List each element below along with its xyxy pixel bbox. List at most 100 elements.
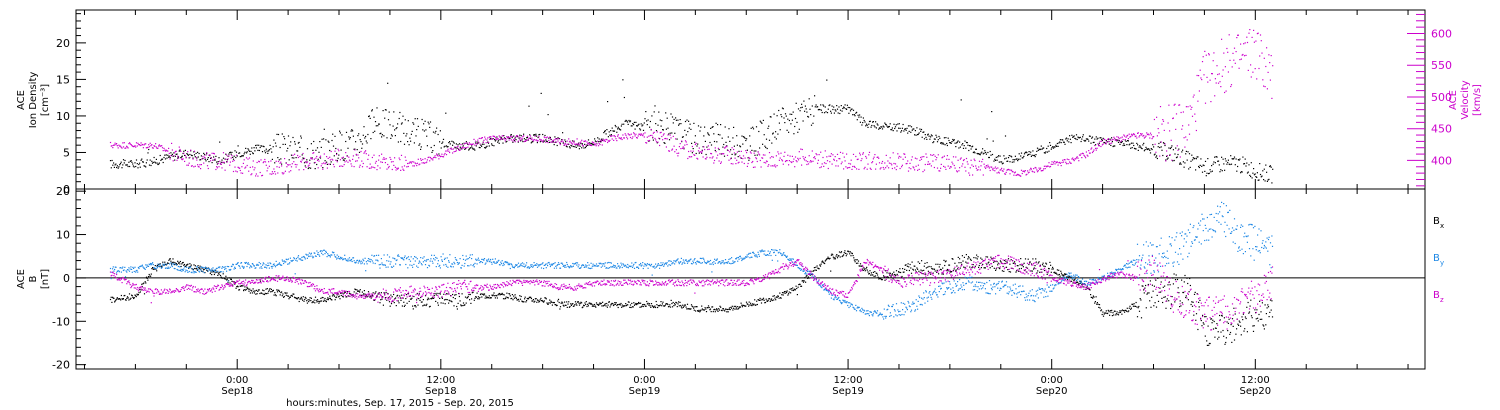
density-point bbox=[1237, 159, 1239, 161]
velocity-point bbox=[671, 148, 674, 150]
field-point-bx bbox=[730, 306, 732, 308]
velocity-point bbox=[745, 150, 747, 152]
density-point bbox=[1229, 163, 1231, 166]
density-point bbox=[1094, 138, 1096, 140]
field-point-bx bbox=[749, 304, 751, 306]
density-point bbox=[508, 137, 510, 139]
velocity-point bbox=[331, 158, 333, 160]
field-point-by bbox=[144, 268, 146, 270]
field-point-bx bbox=[1162, 301, 1164, 304]
density-point bbox=[808, 98, 810, 100]
velocity-point bbox=[809, 161, 811, 163]
density-point bbox=[594, 138, 596, 140]
density-point bbox=[1251, 177, 1253, 179]
field-point-bx bbox=[874, 271, 876, 273]
field-point-bx bbox=[274, 292, 276, 294]
density-point bbox=[205, 160, 207, 162]
density-point bbox=[421, 118, 423, 121]
field-point-bx bbox=[1052, 268, 1054, 270]
field-point-bx bbox=[1198, 301, 1200, 303]
velocity-point bbox=[628, 134, 630, 136]
density-point bbox=[923, 138, 926, 140]
velocity-point bbox=[959, 158, 961, 160]
density-point bbox=[143, 165, 145, 167]
field-point-bx bbox=[747, 303, 749, 305]
velocity-point bbox=[956, 171, 958, 173]
field-point-bx bbox=[412, 305, 414, 307]
density-point bbox=[1271, 182, 1273, 184]
velocity-point bbox=[413, 165, 415, 167]
field-point-bx bbox=[659, 304, 661, 306]
density-point bbox=[1266, 171, 1268, 173]
field-point-bx bbox=[823, 262, 825, 264]
density-point bbox=[659, 138, 661, 140]
velocity-y-tick-label: 550 bbox=[1431, 59, 1452, 72]
density-point bbox=[351, 129, 353, 131]
density-point bbox=[1138, 146, 1140, 148]
velocity-point bbox=[1237, 34, 1239, 36]
velocity-point bbox=[327, 157, 329, 159]
field-point-bx bbox=[903, 271, 905, 273]
field-point-bx bbox=[444, 303, 446, 305]
density-point bbox=[554, 136, 556, 138]
velocity-point bbox=[975, 165, 977, 167]
field-point-bx bbox=[587, 303, 589, 305]
velocity-point bbox=[1225, 90, 1227, 92]
field-point-bx bbox=[1139, 298, 1141, 300]
density-point bbox=[410, 133, 412, 135]
density-point bbox=[885, 124, 887, 126]
field-point-bx bbox=[251, 292, 253, 294]
velocity-point bbox=[726, 154, 729, 156]
field-point-bx bbox=[1250, 315, 1253, 317]
density-point bbox=[394, 135, 396, 137]
velocity-point bbox=[1238, 67, 1240, 69]
velocity-point bbox=[1069, 162, 1071, 164]
field-point-bx bbox=[264, 292, 266, 294]
density-point bbox=[454, 147, 456, 149]
density-point bbox=[899, 127, 901, 129]
density-point bbox=[744, 137, 746, 139]
density-point bbox=[1053, 147, 1055, 149]
field-point-bx bbox=[320, 297, 322, 299]
field-point-bx bbox=[440, 302, 442, 304]
density-point bbox=[530, 142, 532, 144]
density-point bbox=[648, 140, 650, 142]
field-point-bx bbox=[562, 302, 564, 304]
density-point bbox=[677, 119, 679, 121]
density-point bbox=[759, 120, 761, 122]
velocity-point bbox=[920, 156, 922, 159]
density-point bbox=[122, 159, 125, 161]
velocity-point bbox=[582, 145, 584, 147]
velocity-point bbox=[504, 140, 506, 142]
velocity-point bbox=[684, 144, 686, 146]
velocity-point bbox=[765, 162, 767, 164]
field-point-bx bbox=[162, 261, 164, 263]
field-point-bx bbox=[414, 305, 416, 307]
field-point-by bbox=[143, 267, 145, 269]
velocity-point bbox=[1219, 81, 1221, 83]
velocity-point bbox=[526, 139, 528, 141]
field-point-by bbox=[137, 266, 139, 269]
density-point bbox=[1205, 175, 1207, 177]
field-point-bx bbox=[934, 270, 936, 272]
field-point-bx bbox=[467, 297, 469, 299]
field-point-bx bbox=[470, 302, 472, 304]
field-point-bx bbox=[319, 301, 321, 303]
velocity-point bbox=[776, 165, 778, 167]
field-point-by bbox=[155, 267, 157, 270]
field-point-bx bbox=[1016, 270, 1018, 272]
field-point-bx bbox=[833, 258, 835, 260]
density-point bbox=[322, 167, 324, 169]
field-point-bx bbox=[1113, 314, 1115, 316]
velocity-point bbox=[830, 153, 832, 155]
velocity-point bbox=[726, 146, 728, 148]
velocity-point bbox=[328, 163, 330, 165]
field-point-bx bbox=[1098, 304, 1101, 306]
density-point bbox=[756, 154, 758, 156]
field-point-bx bbox=[1168, 300, 1170, 302]
velocity-point bbox=[1012, 171, 1014, 173]
velocity-point bbox=[249, 166, 251, 168]
density-point bbox=[952, 140, 955, 142]
field-point-bx bbox=[276, 289, 278, 291]
density-point bbox=[1149, 149, 1151, 151]
